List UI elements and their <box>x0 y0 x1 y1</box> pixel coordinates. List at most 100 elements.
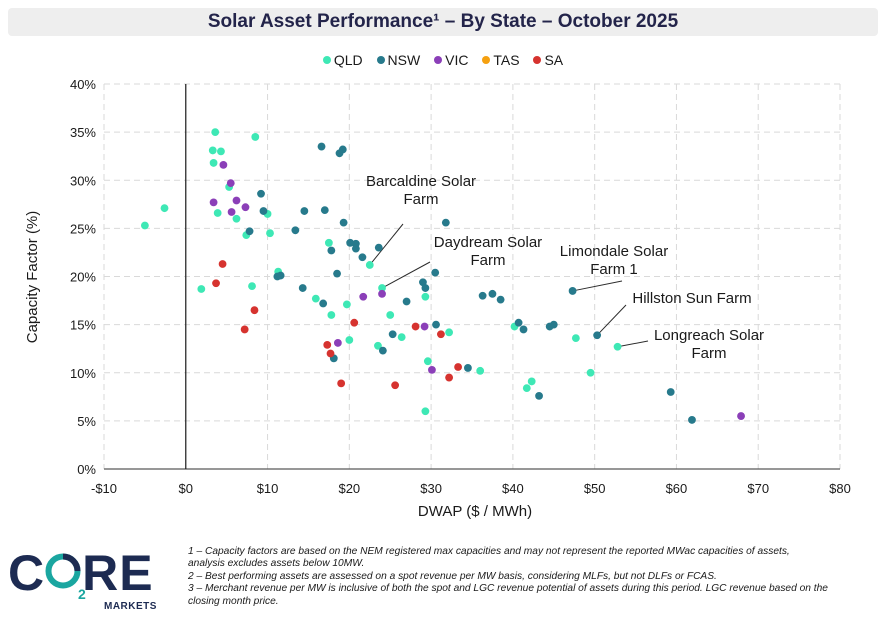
data-point-nsw <box>593 331 602 340</box>
title-bar: Solar Asset Performance¹ – By State – Oc… <box>8 8 878 36</box>
data-point-qld <box>140 221 149 230</box>
x-axis-label: DWAP ($ / MWh) <box>418 503 532 520</box>
data-point-nsw <box>320 206 329 214</box>
data-point-nsw <box>259 207 268 215</box>
data-point-nsw <box>300 207 309 215</box>
grid <box>103 83 841 469</box>
data-point-qld <box>251 133 260 141</box>
x-tick-label: $50 <box>584 481 606 496</box>
data-point-qld <box>197 285 206 293</box>
data-point-nsw <box>545 322 554 331</box>
legend: QLD NSW VIC TAS SA <box>0 52 886 68</box>
annotation-leader <box>617 340 649 348</box>
data-point-sa <box>454 363 462 371</box>
annotation-leader <box>381 261 431 289</box>
data-point-nsw <box>339 218 348 227</box>
data-point-qld <box>211 128 220 137</box>
tick-labels: 0% 5% 10% 15% 20% 25% 30% 35% 40% -$10 $0 $10 $20 $30… <box>70 77 851 496</box>
data-point-vic <box>420 322 429 331</box>
data-point-nsw <box>291 226 300 235</box>
data-point-qld <box>476 366 485 375</box>
data-point-nsw <box>488 289 497 298</box>
data-point-nsw <box>378 346 387 355</box>
data-point-qld <box>327 311 336 319</box>
annotation-label: Daydream Solar <box>434 234 542 251</box>
y-tick-label: 35% <box>70 125 96 140</box>
footnotes: 1 – Capacity factors are based on the NE… <box>188 546 828 608</box>
data-point-qld <box>445 328 454 337</box>
data-point-qld <box>421 407 430 416</box>
legend-label-tas: TAS <box>493 52 520 68</box>
data-point-qld <box>421 292 430 301</box>
legend-item-vic: VIC <box>434 52 468 68</box>
data-point-qld <box>345 336 354 344</box>
data-point-nsw <box>535 391 543 400</box>
legend-marker-vic <box>434 56 443 64</box>
data-point-nsw <box>327 246 336 255</box>
data-point-qld <box>527 377 536 386</box>
data-point-nsw <box>421 284 430 292</box>
data-point-qld <box>423 357 432 366</box>
legend-marker-tas <box>482 56 491 64</box>
scatter-chart: 0% 5% 10% 15% 20% 25% 30% 35% 40% -$10 $0 $10 $20 $30… <box>24 77 851 520</box>
annotation-leader <box>596 304 627 336</box>
data-point-nsw <box>568 287 577 295</box>
logo-subscript: 2 <box>78 586 86 602</box>
data-point-qld <box>342 300 351 309</box>
data-point-nsw <box>245 227 254 236</box>
y-tick-label: 20% <box>70 270 96 285</box>
legend-item-nsw: NSW <box>376 52 421 68</box>
data-point-nsw <box>431 268 440 277</box>
annotation-label: Farm <box>692 345 727 362</box>
annotation-label: Hillston Sun Farm <box>632 290 751 307</box>
y-tick-label: 40% <box>70 77 96 92</box>
data-point-nsw <box>464 364 472 372</box>
annotation-label: Farm <box>404 191 439 208</box>
x-tick-label: $40 <box>502 481 524 496</box>
data-point-vic <box>737 412 745 420</box>
legend-item-tas: TAS <box>482 52 520 68</box>
data-point-qld <box>217 147 225 156</box>
data-point-nsw <box>478 291 487 300</box>
core-markets-logo: C RE 2 MARKETS <box>8 548 168 614</box>
data-point-sa <box>411 322 420 331</box>
data-points <box>140 128 745 424</box>
x-tick-label: $10 <box>257 481 279 496</box>
data-point-sa <box>212 279 220 288</box>
data-point-nsw <box>666 388 675 396</box>
x-tick-label: -$10 <box>91 481 117 496</box>
data-point-nsw <box>346 238 355 247</box>
data-point-sa <box>240 325 249 334</box>
data-point-qld <box>248 282 256 291</box>
data-point-sa <box>445 373 454 382</box>
data-point-nsw <box>319 299 328 308</box>
data-point-qld <box>613 342 622 351</box>
data-point-nsw <box>351 244 360 253</box>
data-point-nsw <box>335 149 344 158</box>
data-point-nsw <box>441 218 450 227</box>
data-point-qld <box>397 333 406 342</box>
chart-title: Solar Asset Performance¹ – By State – Oc… <box>207 11 679 32</box>
legend-marker-nsw <box>376 56 385 64</box>
data-point-sa <box>350 318 359 327</box>
annotation-label: Longreach Solar <box>654 327 764 344</box>
x-tick-label: $20 <box>338 481 360 496</box>
legend-label-nsw: NSW <box>387 52 421 68</box>
legend-label-sa: SA <box>544 52 564 68</box>
data-point-vic <box>232 196 241 205</box>
data-point-nsw <box>374 243 383 252</box>
data-point-sa <box>437 330 445 339</box>
footnote-1: 1 – Capacity factors are based on the NE… <box>188 546 790 570</box>
y-tick-label: 25% <box>70 221 96 236</box>
data-point-nsw <box>298 284 307 292</box>
footnote-3: 3 – Merchant revenue per MW is inclusive… <box>188 583 828 607</box>
data-point-vic <box>209 198 218 207</box>
data-point-qld <box>571 334 580 342</box>
data-point-vic <box>378 289 386 298</box>
data-point-vic <box>359 292 368 301</box>
annotation-label: Limondale Solar <box>560 243 668 260</box>
x-tick-label: $60 <box>666 481 688 496</box>
data-point-nsw <box>514 318 523 327</box>
y-tick-label: 0% <box>77 462 96 477</box>
